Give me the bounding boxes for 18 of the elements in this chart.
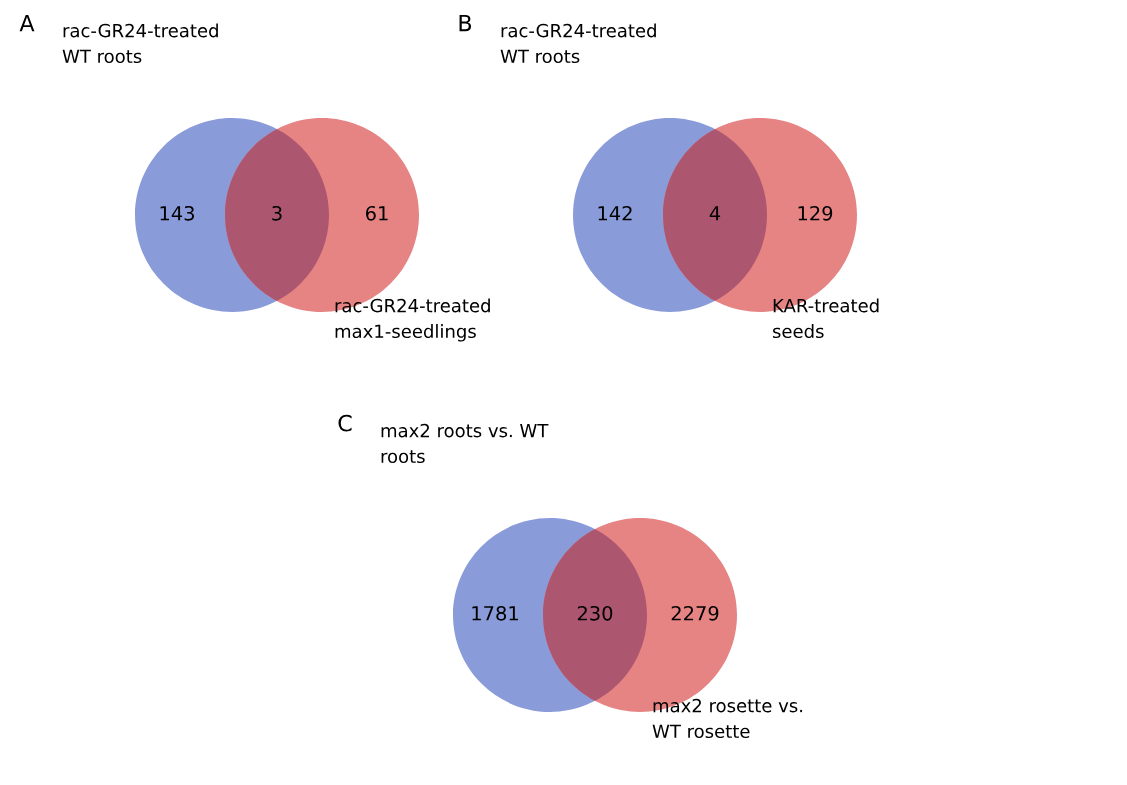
text: max2 roots vs. WT roots (381, 423, 549, 464)
text: max2 rosette vs. WT rosette (652, 698, 803, 739)
text: B (459, 14, 472, 32)
text: rac-GR24-treated WT roots (500, 23, 656, 64)
data-label: 143 (160, 205, 194, 221)
data-label: 4 (709, 206, 721, 221)
data-label: 230 (577, 605, 613, 621)
text: rac-GR24-treated WT roots (62, 23, 218, 64)
data-label: 129 (798, 205, 833, 221)
text: C (338, 414, 352, 432)
data-label: 142 (598, 205, 632, 221)
data-label: 1781 (472, 605, 518, 621)
data-label: 61 (365, 205, 388, 221)
text: KAR-treated seeds (772, 298, 879, 339)
text: rac-GR24-treated max1-seedlings (335, 298, 490, 342)
data-label: 3 (272, 205, 282, 221)
text: A (19, 14, 35, 32)
data-label: 2279 (671, 605, 719, 621)
